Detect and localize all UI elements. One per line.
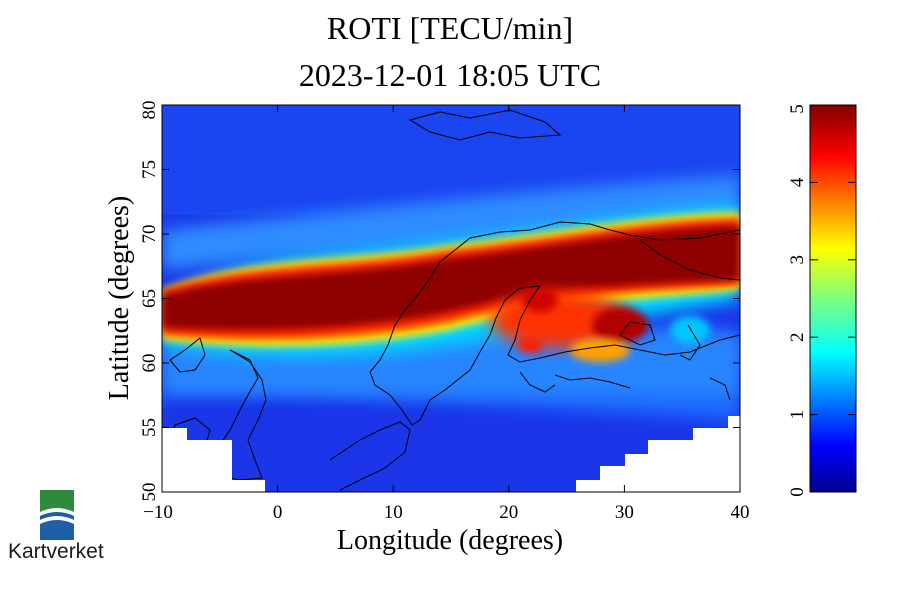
x-tick-label: 20 bbox=[499, 502, 518, 523]
kartverket-logo-text: Kartverket bbox=[8, 540, 104, 563]
y-tick-label: 80 bbox=[139, 101, 160, 120]
x-tick-label: −10 bbox=[143, 502, 173, 523]
colorbar-tick-label: 0 bbox=[787, 487, 808, 497]
map-timestamp: 2023-12-01 18:05 UTC bbox=[298, 57, 602, 93]
y-tick-label: 60 bbox=[139, 354, 160, 373]
colorbar-tick-label: 5 bbox=[787, 104, 808, 114]
x-tick-label: 30 bbox=[615, 502, 634, 523]
map-title: ROTI [TECU/min] bbox=[326, 10, 574, 46]
y-tick-label: 55 bbox=[139, 418, 160, 437]
y-tick-label: 50 bbox=[139, 483, 160, 502]
y-tick-label: 70 bbox=[139, 225, 160, 244]
no-data-mask bbox=[162, 416, 740, 492]
x-tick-label: 40 bbox=[731, 502, 750, 523]
x-tick-label: 10 bbox=[384, 502, 403, 523]
roti-heatmap bbox=[162, 105, 740, 492]
colorbar: 0 1 2 3 4 5 bbox=[787, 104, 857, 497]
longitude-axis: −10 0 10 20 30 40 Longitude (degrees) bbox=[143, 105, 750, 556]
y-tick-label: 65 bbox=[139, 289, 160, 308]
colorbar-tick-label: 2 bbox=[787, 332, 808, 342]
colorbar-tick-label: 1 bbox=[787, 410, 808, 420]
x-tick-label: 0 bbox=[273, 502, 283, 523]
y-tick-label: 75 bbox=[139, 160, 160, 179]
y-axis-label: Latitude (degrees) bbox=[104, 196, 135, 400]
colorbar-gradient bbox=[809, 104, 857, 493]
latitude-axis: 50 55 60 65 70 75 80 Latitude (degrees) bbox=[104, 101, 740, 502]
colorbar-tick-label: 4 bbox=[787, 177, 808, 187]
kartverket-logo-icon bbox=[40, 490, 74, 540]
colorbar-tick-label: 3 bbox=[787, 255, 808, 265]
x-axis-label: Longitude (degrees) bbox=[337, 525, 563, 556]
